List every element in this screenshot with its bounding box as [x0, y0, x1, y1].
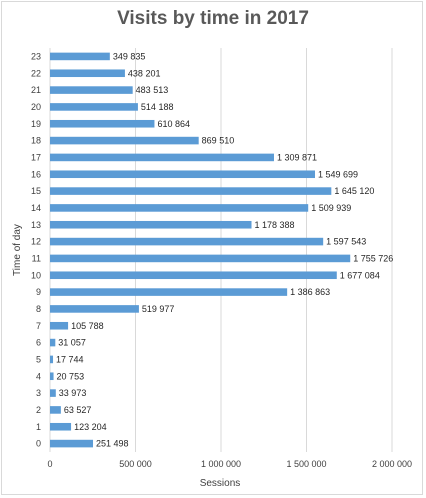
- y-tick-label: 21: [31, 85, 41, 95]
- bar: [50, 237, 324, 246]
- data-label: 1 549 699: [318, 169, 358, 179]
- data-label: 105 788: [71, 321, 104, 331]
- data-label: 17 744: [56, 354, 84, 364]
- chart-title: Visits by time in 2017: [117, 8, 309, 29]
- data-label: 1 509 939: [311, 203, 351, 213]
- y-tick-label: 22: [31, 68, 41, 78]
- x-tick-label: 0: [47, 459, 52, 469]
- y-tick-label: 16: [31, 169, 41, 179]
- y-tick-label: 15: [31, 186, 41, 196]
- data-label: 1 597 543: [326, 237, 366, 247]
- bar: [50, 220, 252, 229]
- bar: [50, 338, 56, 347]
- data-label: 519 977: [142, 304, 175, 314]
- y-tick-label: 11: [32, 253, 41, 263]
- y-tick-label: 9: [36, 287, 41, 297]
- x-axis-title: Sessions: [200, 478, 241, 489]
- bars: [50, 52, 351, 448]
- y-tick-label: 8: [36, 304, 41, 314]
- data-label: 610 864: [157, 119, 190, 129]
- bar: [50, 389, 56, 397]
- bar: [50, 321, 69, 330]
- bar: [50, 69, 125, 78]
- y-tick-label: 0: [36, 439, 41, 449]
- bar: [50, 406, 61, 414]
- x-tick-label: 500 000: [119, 459, 152, 469]
- data-label: 1 677 084: [340, 270, 380, 280]
- data-label: 63 527: [64, 405, 92, 415]
- x-tick-label: 1 500 000: [286, 459, 326, 469]
- x-tick-label: 2 000 000: [372, 459, 412, 469]
- data-labels: 251 498 123 204 63 527 33 973 20 753 17 744 31…: [56, 51, 393, 448]
- data-label: 1 309 871: [277, 152, 317, 162]
- data-label: 123 204: [74, 422, 107, 432]
- bar: [50, 136, 199, 145]
- y-axis-title: Time of day: [12, 224, 23, 276]
- data-label: 869 510: [202, 136, 235, 146]
- y-tick-label: 4: [36, 371, 41, 381]
- x-tick-labels: 0 500 000 1 000 000 1 500 000 2 000 000: [47, 459, 412, 469]
- y-tick-label: 18: [31, 136, 41, 146]
- gridlines: [49, 48, 393, 452]
- data-label: 1 178 388: [255, 220, 295, 230]
- data-label: 1 645 120: [334, 186, 374, 196]
- data-label: 33 973: [59, 388, 87, 398]
- bar: [50, 355, 54, 364]
- y-tick-label: 19: [31, 119, 41, 129]
- data-label: 1 755 726: [353, 253, 393, 263]
- y-tick-label: 20: [31, 102, 41, 112]
- data-label: 31 057: [58, 338, 86, 348]
- data-label: 438 201: [128, 68, 161, 78]
- y-tick-label: 12: [31, 237, 41, 247]
- bar: [50, 103, 138, 111]
- bar: [50, 170, 315, 179]
- bar: [50, 254, 351, 263]
- bar: [50, 187, 332, 195]
- data-label: 251 498: [96, 439, 129, 449]
- bar: [50, 422, 72, 431]
- y-tick-label: 1: [36, 422, 41, 432]
- y-tick-label: 13: [31, 220, 41, 230]
- y-tick-label: 2: [36, 405, 41, 415]
- data-label: 20 753: [57, 371, 85, 381]
- bar: [50, 52, 110, 61]
- data-label: 514 188: [141, 102, 174, 112]
- y-tick-label: 23: [31, 51, 41, 61]
- bar: [50, 204, 309, 212]
- y-tick-label: 10: [31, 270, 41, 280]
- bar: [50, 372, 54, 381]
- bar: [50, 305, 139, 313]
- y-tick-label: 17: [31, 152, 41, 162]
- y-tick-label: 6: [36, 338, 41, 348]
- bar: [50, 153, 274, 162]
- data-label: 349 835: [113, 51, 146, 61]
- y-tick-label: 7: [36, 321, 41, 331]
- y-tick-label: 5: [36, 354, 41, 364]
- bar: [50, 288, 288, 296]
- data-label: 1 386 863: [290, 287, 330, 297]
- data-label: 483 513: [136, 85, 169, 95]
- y-tick-label: 3: [36, 388, 41, 398]
- bar: [50, 271, 337, 280]
- bar: [50, 119, 155, 128]
- y-tick-label: 14: [31, 203, 41, 213]
- bar: [50, 86, 133, 94]
- bar: [50, 439, 94, 448]
- x-tick-label: 1 000 000: [201, 459, 241, 469]
